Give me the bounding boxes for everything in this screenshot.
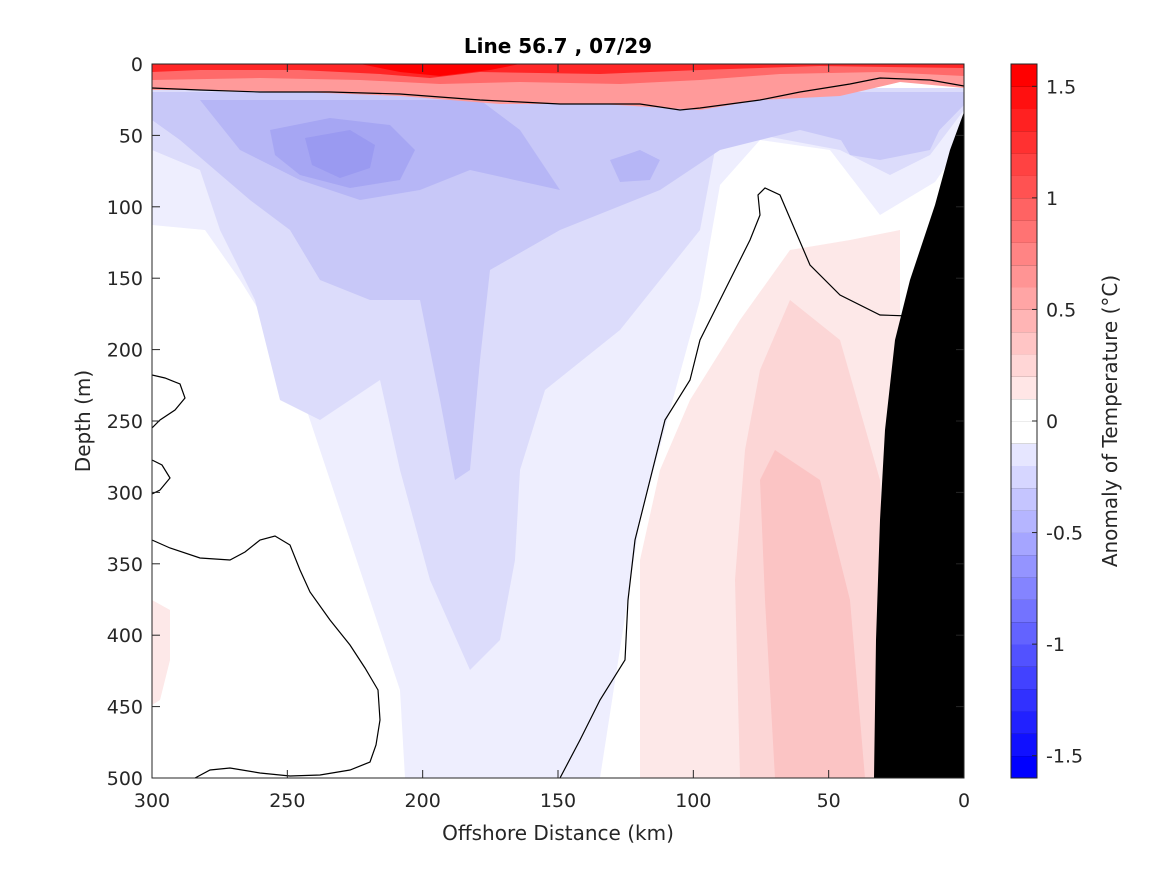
colorbar-segment [1011, 64, 1037, 87]
colorbar-tick-label: -0.5 [1046, 523, 1083, 545]
colorbar-segment [1011, 130, 1037, 154]
axis-ticks: 300 250 200 150 100 50 00501001502002503003504… [107, 54, 970, 812]
y-tick-label: 500 [107, 768, 143, 790]
zero-contour-deep-west [152, 535, 381, 778]
chart-title: Line 56.7 , 07/29 [464, 34, 652, 58]
x-axis-label: Offshore Distance (km) [442, 821, 674, 845]
y-tick-label: 400 [107, 625, 143, 647]
colorbar-segment [1011, 577, 1037, 600]
colorbar-segment [1011, 242, 1037, 266]
colorbar-tick-label: 0 [1046, 411, 1058, 433]
colorbar-segment [1011, 220, 1037, 243]
colorbar-segment [1011, 376, 1037, 400]
contour-fill-pos-04 [152, 600, 170, 705]
colorbar-segment [1011, 331, 1037, 355]
x-tick-label: 300 [134, 790, 170, 812]
y-tick-label: 150 [107, 268, 143, 290]
colorbar-tick-label: -1.5 [1046, 746, 1083, 768]
colorbar-segment [1011, 621, 1037, 645]
colorbar-segment [1011, 108, 1037, 132]
y-tick-label: 350 [107, 554, 143, 576]
y-tick-label: 0 [131, 54, 143, 76]
x-tick-label: 200 [405, 790, 441, 812]
colorbar-segment [1011, 554, 1037, 578]
colorbar-segment [1011, 86, 1037, 110]
colorbar-segment [1011, 264, 1037, 288]
colorbar-segment [1011, 354, 1037, 377]
zero-contours [152, 77, 964, 778]
colorbar-ticks: 1.5 1 0.5 0 -0.5 -1 -1.5 [1032, 76, 1083, 768]
y-tick-label: 450 [107, 697, 143, 719]
colorbar-segment [1011, 510, 1037, 533]
contour-fill-pos-03 [760, 450, 865, 778]
zero-contour-surface [152, 77, 964, 111]
colorbar [1011, 63, 1037, 779]
colorbar-segment [1011, 711, 1037, 734]
x-tick-label: 0 [958, 790, 970, 812]
x-tick-label: 250 [269, 790, 305, 812]
x-tick-label: 50 [817, 790, 841, 812]
colorbar-segment [1011, 733, 1037, 757]
contour-fill-neg-07 [835, 118, 945, 160]
x-tick-label: 100 [675, 790, 711, 812]
colorbar-segment [1011, 666, 1037, 690]
colorbar-segment [1011, 487, 1037, 511]
colorbar-segment [1011, 287, 1037, 310]
colorbar-segment [1011, 532, 1037, 556]
y-tick-label: 250 [107, 411, 143, 433]
colorbar-segment [1011, 153, 1037, 176]
colorbar-segment [1011, 688, 1037, 712]
y-axis-label: Depth (m) [71, 370, 95, 472]
contour-fill-surface-04 [360, 64, 520, 76]
x-tick-label: 150 [540, 790, 576, 812]
zero-contour-coastal [559, 187, 911, 778]
colorbar-segment [1011, 644, 1037, 667]
colorbar-label: Anomaly of Temperature (°C) [1098, 275, 1122, 567]
colorbar-segment [1011, 755, 1037, 779]
contour-fill-neg-06 [305, 130, 375, 178]
colorbar-segment [1011, 443, 1037, 467]
zero-contour-mid-west [152, 374, 186, 429]
y-tick-label: 100 [107, 197, 143, 219]
y-tick-label: 50 [119, 125, 143, 147]
colorbar-segment [1011, 175, 1037, 199]
y-tick-label: 200 [107, 340, 143, 362]
contour-fill-neg-08 [610, 150, 660, 182]
y-tick-label: 300 [107, 482, 143, 504]
zero-contour-edge [152, 459, 171, 495]
colorbar-segment [1011, 599, 1037, 623]
colorbar-segment [1011, 421, 1037, 444]
colorbar-tick-label: 1.5 [1046, 76, 1076, 98]
colorbar-tick-label: 0.5 [1046, 299, 1076, 321]
colorbar-tick-label: 1 [1046, 188, 1058, 210]
colorbar-tick-label: -1 [1046, 634, 1065, 656]
colorbar-segment [1011, 309, 1037, 333]
plot-area [152, 64, 964, 778]
bathymetry-shelf [874, 112, 964, 778]
colorbar-segment [1011, 465, 1037, 489]
colorbar-segment [1011, 398, 1037, 422]
colorbar-segment [1011, 197, 1037, 221]
